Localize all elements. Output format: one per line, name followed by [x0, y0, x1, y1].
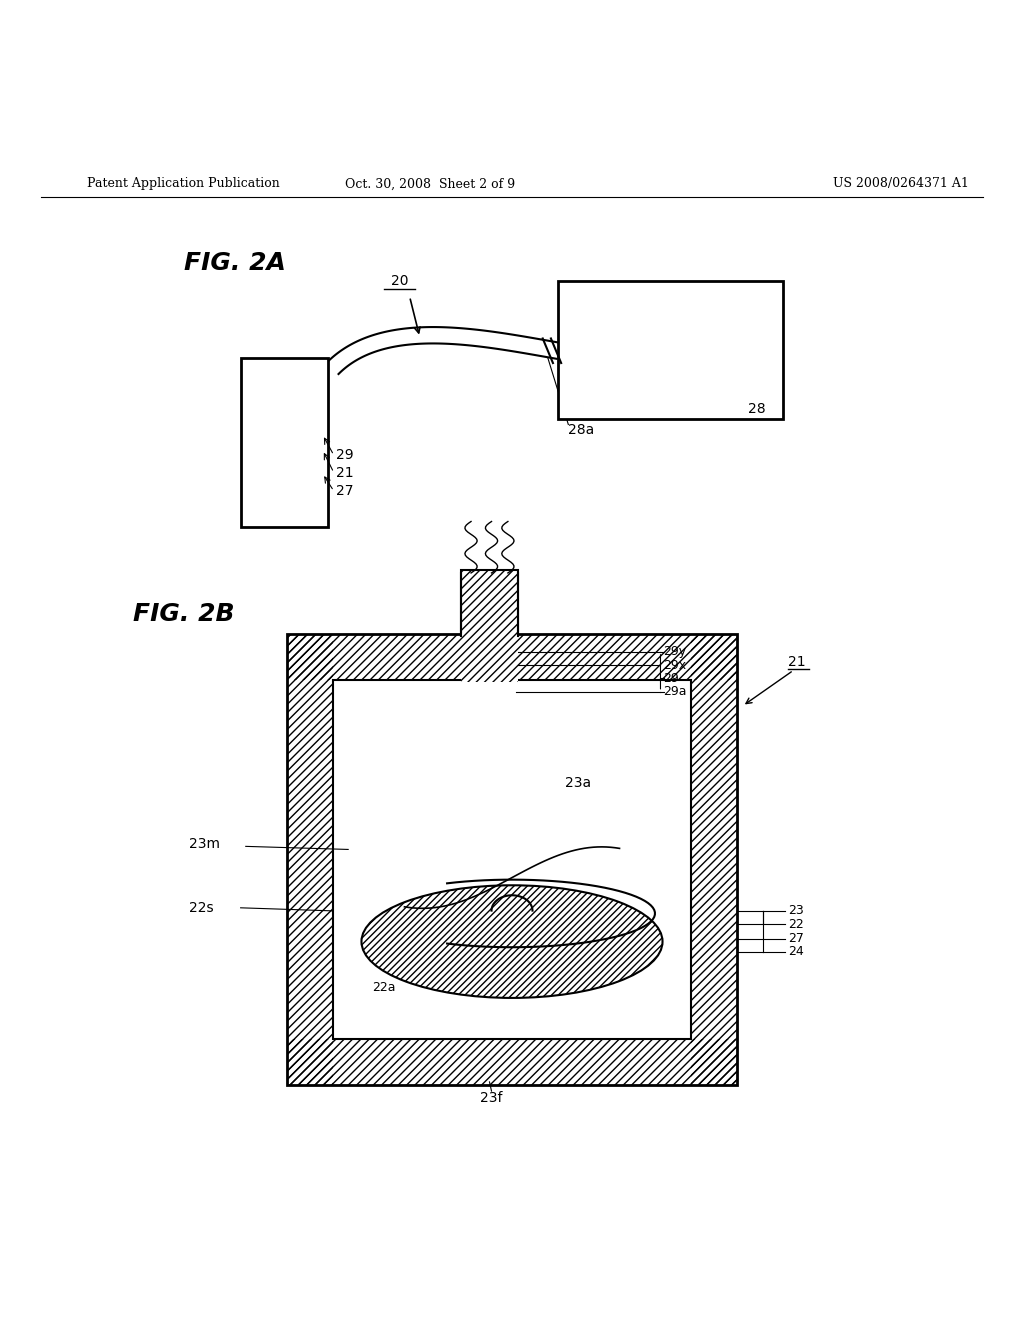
- Text: 22s: 22s: [189, 900, 214, 915]
- Bar: [287, 635, 737, 1085]
- Bar: [241, 358, 328, 527]
- Text: 24: 24: [788, 945, 804, 958]
- Text: 29a: 29a: [664, 685, 687, 698]
- Ellipse shape: [361, 886, 663, 998]
- Text: 23a: 23a: [565, 776, 592, 789]
- Text: US 2008/0264371 A1: US 2008/0264371 A1: [834, 177, 969, 190]
- Text: 29y: 29y: [664, 645, 687, 659]
- Text: 29x: 29x: [664, 659, 687, 672]
- Bar: [558, 281, 783, 420]
- Bar: [287, 1039, 737, 1085]
- Text: Patent Application Publication: Patent Application Publication: [87, 177, 280, 190]
- Text: 21: 21: [788, 655, 806, 669]
- Text: 29: 29: [336, 449, 353, 462]
- Text: 20: 20: [390, 275, 409, 288]
- Text: 21: 21: [336, 466, 353, 479]
- Bar: [333, 681, 691, 1039]
- Text: 27: 27: [788, 932, 805, 945]
- Bar: [287, 635, 333, 1085]
- Text: 27: 27: [336, 484, 353, 498]
- Text: Oct. 30, 2008  Sheet 2 of 9: Oct. 30, 2008 Sheet 2 of 9: [345, 177, 515, 190]
- Text: 28a: 28a: [568, 422, 595, 437]
- Text: 22a: 22a: [373, 981, 395, 994]
- Text: FIG. 2A: FIG. 2A: [184, 251, 286, 275]
- Text: 23: 23: [788, 904, 804, 917]
- Text: 29: 29: [664, 672, 679, 685]
- Text: FIG. 2B: FIG. 2B: [133, 602, 234, 626]
- Text: 23m: 23m: [189, 837, 220, 851]
- Bar: [461, 634, 517, 681]
- Text: 22: 22: [788, 917, 804, 931]
- Bar: [691, 635, 737, 1085]
- Text: 23f: 23f: [480, 1092, 503, 1105]
- Bar: [287, 635, 737, 681]
- Bar: [461, 570, 517, 636]
- Text: 28: 28: [748, 403, 765, 416]
